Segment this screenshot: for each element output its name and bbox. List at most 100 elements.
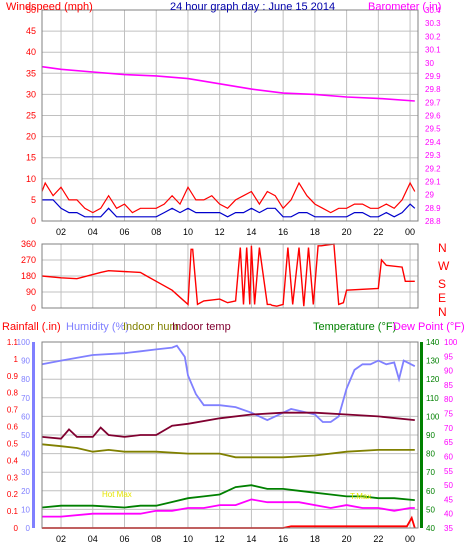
- barometer-tick-label: 28.9: [425, 204, 441, 213]
- series-barometer: [41, 65, 415, 102]
- panel3-x-tick-label: 18: [310, 534, 320, 544]
- barometer-tick-label: 29.5: [425, 125, 441, 134]
- panel3-x-tick-label: 02: [56, 534, 66, 544]
- panel1-x-tick-label: 22: [373, 227, 383, 237]
- series-wind-direction: [41, 243, 415, 307]
- barometer-tick-label: 30.2: [425, 32, 441, 41]
- series-temperature: [41, 484, 415, 509]
- humidity-axis-bar: [32, 342, 35, 528]
- dewpoint-tick-label: 100: [444, 338, 458, 347]
- windspeed-tick-label: 5: [31, 195, 36, 205]
- humidity-tick-label: 100: [17, 338, 31, 347]
- annotation-hot-max: Hot Max: [102, 490, 132, 499]
- barometer-tick-label: 29.3: [425, 151, 441, 160]
- barometer-tick-label: 28.8: [425, 217, 441, 226]
- panel3-x-tick-label: 22: [373, 534, 383, 544]
- temperature-tick-label: 60: [426, 487, 435, 496]
- series-layer: [41, 65, 416, 529]
- dewpoint-tick-label: 80: [444, 395, 453, 404]
- humidity-tick-label: 60: [21, 412, 30, 421]
- dewpoint-tick-label: 55: [444, 467, 453, 476]
- indoor-temp-axis-label: Indoor temp: [172, 321, 231, 333]
- dewpoint-tick-label: 95: [444, 352, 453, 361]
- humidity-tick-label: 30: [21, 468, 30, 477]
- panel1-x-tick-label: 20: [342, 227, 352, 237]
- panel1-x-tick-label: 12: [215, 227, 225, 237]
- temperature-axis-bar: [420, 342, 423, 528]
- axes-layer: 02 04 06 08 10 12 14 16 18 20 22 000510152025303540…: [7, 5, 458, 544]
- panel3-x-tick-label: 10: [183, 534, 193, 544]
- windspeed-axis-label: Windspeed (mph): [6, 1, 93, 13]
- humidity-tick-label: 20: [21, 487, 30, 496]
- windspeed-tick-label: 10: [26, 174, 36, 184]
- dewpoint-tick-label: 40: [444, 510, 453, 519]
- barometer-tick-label: 29.9: [425, 72, 441, 81]
- chart-title: 24 hour graph day : June 15 2014: [170, 1, 335, 13]
- panel1-x-tick-label: 16: [278, 227, 288, 237]
- panel1-x-tick-label: 18: [310, 227, 320, 237]
- panel3-x-tick-label: 14: [246, 534, 256, 544]
- panel3-x-tick-label: 04: [88, 534, 98, 544]
- dir-label-e: E: [438, 291, 446, 305]
- windspeed-tick-label: 0: [31, 216, 36, 226]
- panel3-x-tick-label: 12: [215, 534, 225, 544]
- annotation-t-max: T.Max: [350, 492, 371, 501]
- temperature-tick-label: 140: [426, 338, 440, 347]
- humidity-tick-label: 50: [21, 431, 30, 440]
- barometer-tick-label: 30.3: [425, 19, 441, 28]
- temperature-tick-label: 100: [426, 412, 440, 421]
- dewpoint-tick-label: 85: [444, 381, 453, 390]
- barometer-tick-label: 29.8: [425, 85, 441, 94]
- rainfall-tick-label: 0.9: [7, 372, 19, 381]
- panel3-x-tick-label: 06: [119, 534, 129, 544]
- panel3-frame: [41, 341, 419, 529]
- rainfall-tick-label: 0.4: [7, 456, 19, 465]
- rainfall-tick-label: 0: [14, 524, 19, 533]
- temperature-tick-label: 40: [426, 524, 435, 533]
- humidity-tick-label: 80: [21, 375, 30, 384]
- rainfall-axis-label: Rainfall (.in): [2, 321, 61, 333]
- temperature-axis-label: Temperature (°F): [313, 321, 396, 333]
- barometer-tick-label: 29: [425, 191, 434, 200]
- temperature-tick-label: 50: [426, 505, 435, 514]
- panel1-x-tick-label: 10: [183, 227, 193, 237]
- indoor-hum-axis-label: Indoor hum: [123, 321, 179, 333]
- series-windspeed: [41, 181, 416, 214]
- windspeed-tick-label: 35: [26, 68, 36, 78]
- windspeed-tick-label: 45: [26, 26, 36, 36]
- panel1-frame: [41, 9, 419, 222]
- direction-tick-label: 180: [21, 271, 36, 281]
- series-indoor-temp: [41, 411, 415, 440]
- series-indoor-hum: [41, 443, 415, 459]
- series-dew-point: [42, 498, 415, 518]
- temperature-tick-label: 130: [426, 357, 440, 366]
- direction-tick-label: 90: [26, 287, 36, 297]
- barometer-tick-label: 30.1: [425, 46, 441, 55]
- dewpoint-tick-label: 70: [444, 424, 453, 433]
- barometer-axis-label: Barometer (.in): [368, 1, 441, 13]
- temperature-tick-label: 70: [426, 468, 435, 477]
- dewpoint-tick-label: 35: [444, 524, 453, 533]
- dewpoint-tick-label: 60: [444, 452, 453, 461]
- dewpoint-tick-label: 45: [444, 495, 453, 504]
- barometer-tick-label: 29.1: [425, 177, 441, 186]
- rainfall-tick-label: 1: [14, 355, 19, 364]
- rainfall-tick-label: 0.6: [7, 423, 19, 432]
- panel1-x-tick-label: 08: [151, 227, 161, 237]
- humidity-tick-label: 90: [21, 357, 30, 366]
- rainfall-tick-label: 0.2: [7, 490, 19, 499]
- rainfall-tick-label: 0.5: [7, 439, 19, 448]
- panel3-x-tick-label: 08: [151, 534, 161, 544]
- humidity-axis-label: Humidity (%): [66, 321, 129, 333]
- panel3-x-tick-label: 16: [278, 534, 288, 544]
- barometer-tick-label: 29.4: [425, 138, 441, 147]
- temperature-tick-label: 110: [426, 394, 439, 403]
- direction-tick-label: 0: [31, 303, 36, 313]
- windspeed-tick-label: 30: [26, 89, 36, 99]
- barometer-tick-label: 30.4: [425, 6, 441, 15]
- rainfall-tick-label: 1.1: [7, 338, 19, 347]
- rainfall-tick-label: 0.1: [7, 507, 19, 516]
- panel2-frame: [41, 243, 419, 309]
